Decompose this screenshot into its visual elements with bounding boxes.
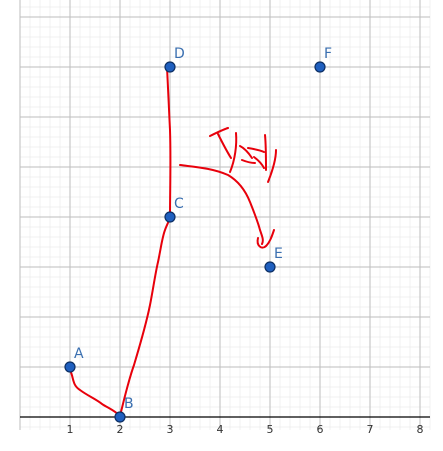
point-label: B <box>124 396 134 412</box>
ink-stroke-c-d <box>166 66 172 217</box>
ink-stroke-hook <box>256 229 275 249</box>
point-c[interactable]: C <box>164 196 184 223</box>
ink-stroke-char-1 <box>209 127 229 137</box>
points-layer: A B C D E F <box>64 46 332 423</box>
x-tick-label: 8 <box>417 423 424 436</box>
x-tick-label: 2 <box>117 423 124 436</box>
point-f[interactable]: F <box>314 46 332 73</box>
point-marker[interactable] <box>114 411 126 423</box>
ink-stroke-char-6 <box>247 147 265 153</box>
point-marker[interactable] <box>264 261 276 273</box>
ink-stroke-char-2 <box>217 133 232 159</box>
x-tick-label: 6 <box>317 423 324 436</box>
ink-stroke-b-c <box>119 215 171 417</box>
ink-stroke-char-8 <box>264 134 267 171</box>
ink-stroke-char-9 <box>267 149 277 183</box>
point-a[interactable]: A <box>64 346 84 373</box>
point-label: D <box>174 46 185 62</box>
point-label: C <box>174 196 184 212</box>
ink-stroke-char-4 <box>239 145 253 159</box>
x-axis-ticks: 1 2 3 4 5 6 7 8 <box>67 423 424 436</box>
x-tick-label: 4 <box>217 423 224 436</box>
point-marker[interactable] <box>164 211 176 223</box>
ink-stroke-char-5 <box>241 159 256 164</box>
point-b[interactable]: B <box>114 396 134 423</box>
minor-grid <box>20 0 431 430</box>
point-marker[interactable] <box>314 61 326 73</box>
point-label: F <box>324 46 332 62</box>
x-tick-label: 3 <box>167 423 174 436</box>
ink-stroke-char-7 <box>253 156 265 169</box>
point-label: E <box>274 246 283 262</box>
point-e[interactable]: E <box>264 246 283 273</box>
ink-stroke-char-3 <box>229 132 238 173</box>
point-marker[interactable] <box>164 61 176 73</box>
point-label: A <box>74 346 84 362</box>
ink-stroke-a-b <box>69 369 121 417</box>
ink-stroke-curve <box>179 164 264 245</box>
x-tick-label: 5 <box>267 423 274 436</box>
point-d[interactable]: D <box>164 46 185 73</box>
point-marker[interactable] <box>64 361 76 373</box>
x-tick-label: 7 <box>367 423 374 436</box>
x-tick-label: 1 <box>67 423 74 436</box>
freehand-ink <box>69 66 277 417</box>
